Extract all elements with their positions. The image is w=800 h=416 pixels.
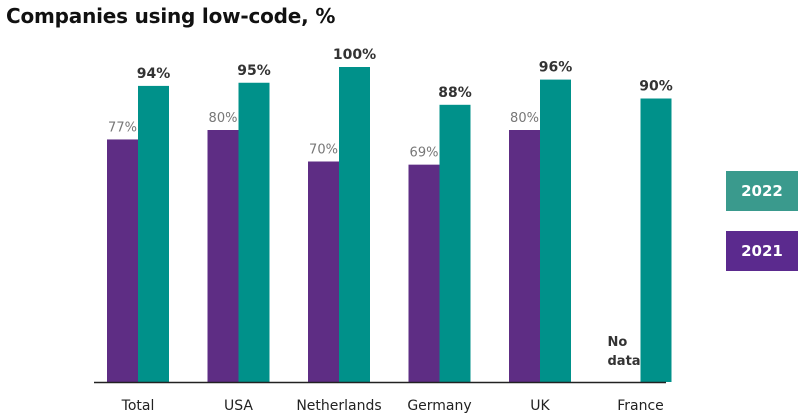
x-tick-label-usa: USA <box>224 398 253 414</box>
x-tick-label-netherlands: Netherlands <box>296 398 381 414</box>
data-label-2022-germany: 88% <box>438 85 472 101</box>
bar-2021-uk <box>509 130 540 382</box>
no-data-note: No <box>608 335 628 350</box>
x-tick-label-france: France <box>617 398 664 414</box>
data-label-2021-netherlands: 70% <box>309 143 338 158</box>
data-label-2021-total: 77% <box>108 120 137 135</box>
x-tick-label-total: Total <box>121 398 155 414</box>
bar-2022-netherlands <box>339 67 370 382</box>
x-tick-label-germany: Germany <box>407 398 471 414</box>
data-label-2022-france: 90% <box>639 79 673 95</box>
bar-2022-usa <box>238 82 270 382</box>
legend-item-2021: 2021 <box>726 231 798 271</box>
data-label-2022-netherlands: 100% <box>333 47 376 63</box>
bar-2022-germany <box>439 104 471 383</box>
data-label-2022-total: 94% <box>137 66 171 82</box>
data-label-2021-germany: 69% <box>410 146 439 161</box>
legend-item-2022: 2022 <box>726 171 798 211</box>
bar-2021-germany <box>408 164 440 382</box>
data-label-2022-usa: 95% <box>237 63 271 79</box>
bar-2022-total <box>138 85 169 383</box>
x-tick-label-uk: UK <box>530 398 550 414</box>
chart-title: Companies using low-code, % <box>6 4 336 28</box>
data-label-2022-uk: 96% <box>539 60 573 76</box>
bar-2021-usa <box>207 130 239 382</box>
bar-2021-total <box>107 139 138 382</box>
data-label-2021-uk: 80% <box>510 111 539 126</box>
bar-2021-netherlands <box>308 161 339 382</box>
data-label-2021-usa: 80% <box>209 111 238 126</box>
bar-2022-france <box>640 98 672 382</box>
bar-2022-uk <box>540 79 571 382</box>
no-data-note: data <box>608 354 641 369</box>
